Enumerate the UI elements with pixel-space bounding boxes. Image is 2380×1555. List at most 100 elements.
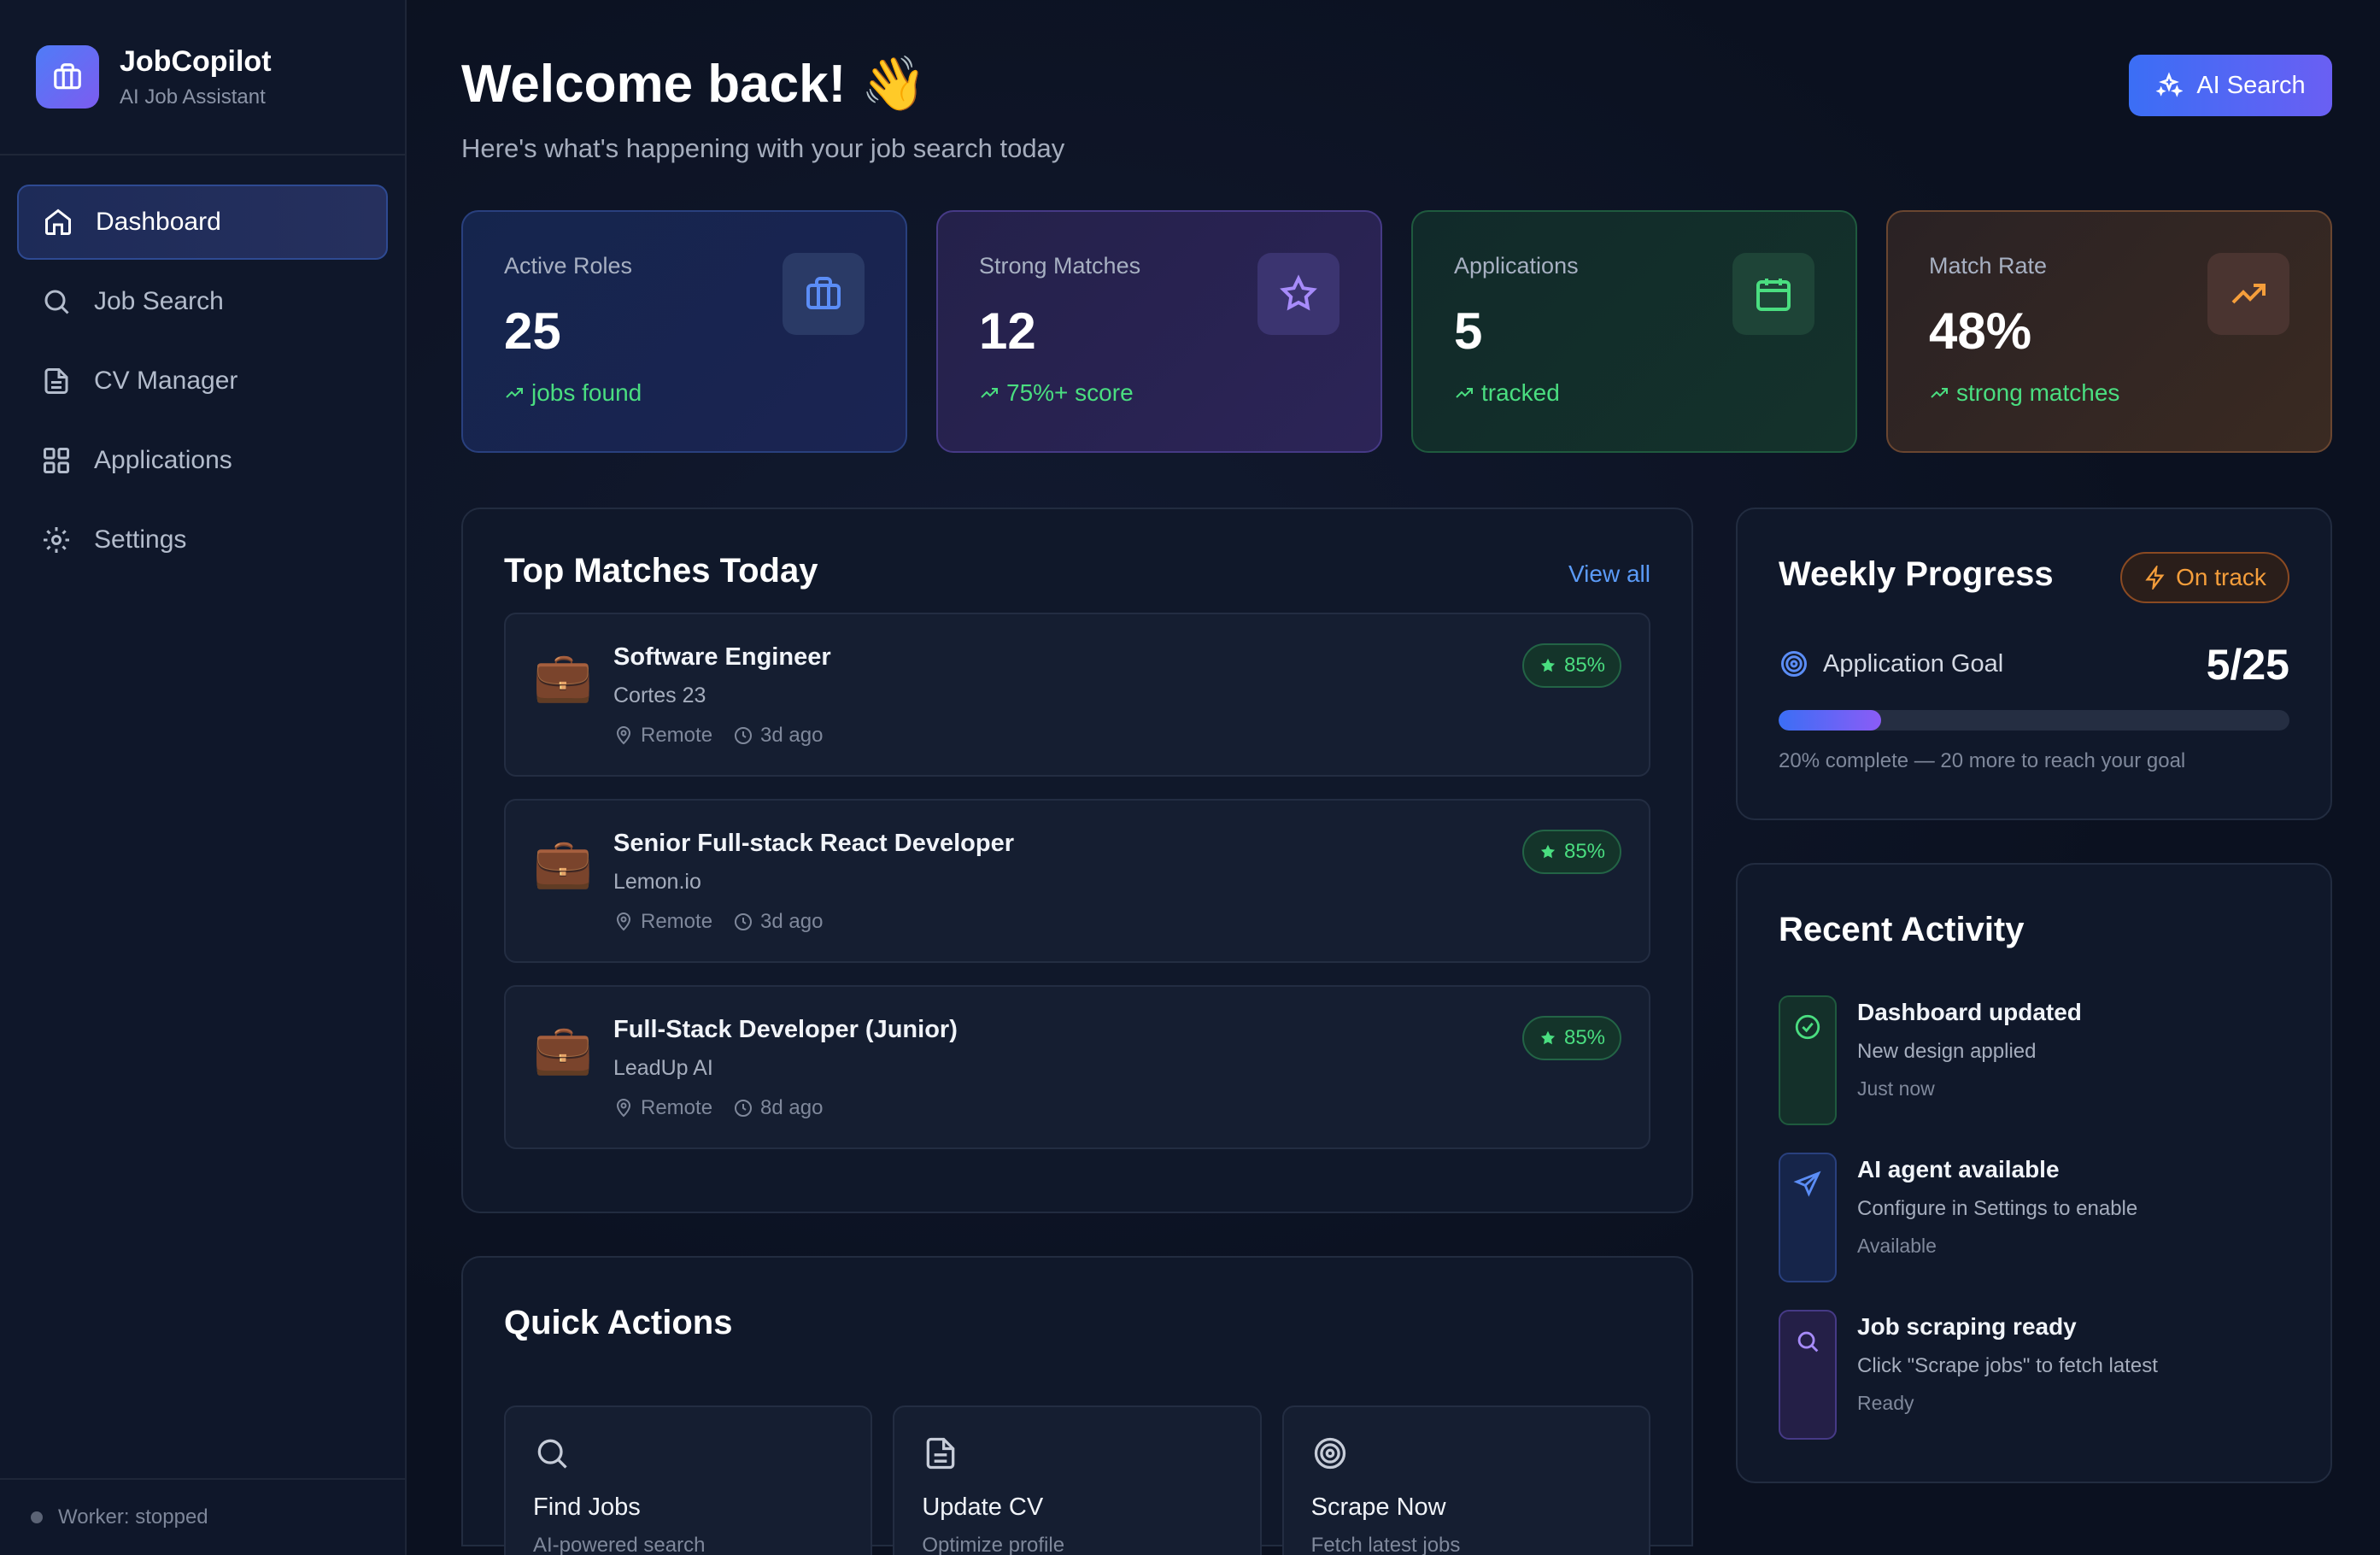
ai-search-button[interactable]: AI Search — [2129, 55, 2332, 116]
match-card[interactable]: 💼 Full-Stack Developer (Junior) LeadUp A… — [504, 985, 1650, 1149]
stat-trend-text: jobs found — [531, 379, 642, 406]
worker-status: Worker: stopped — [0, 1478, 405, 1555]
quick-action-title: Update CV — [922, 1493, 1044, 1521]
match-location: Remote — [641, 724, 713, 747]
star-icon — [1540, 844, 1556, 859]
stat-value: 12 — [979, 302, 1036, 360]
match-title: Senior Full-stack React Developer — [613, 830, 1014, 857]
star-icon — [1540, 1030, 1556, 1045]
stats-row: Active Roles 25 jobs found Strong Matche… — [461, 210, 2332, 453]
sidebar-item-label: Applications — [94, 446, 232, 474]
match-meta: Remote 3d ago — [613, 724, 1649, 748]
right-column: Weekly Progress On track Application Goa… — [1736, 508, 2332, 1546]
page-subtitle: Here's what's happening with your job se… — [461, 133, 1065, 163]
match-card[interactable]: 💼 Senior Full-stack React Developer Lemo… — [504, 799, 1650, 963]
worker-status-text: Worker: stopped — [58, 1505, 208, 1529]
match-location: Remote — [641, 910, 713, 933]
stat-card-active-roles[interactable]: Active Roles 25 jobs found — [461, 210, 907, 453]
stat-trend: 75%+ score — [979, 379, 1339, 407]
view-all-link[interactable]: View all — [1568, 560, 1650, 587]
panel-title: Top Matches Today — [504, 552, 818, 590]
gear-icon — [44, 527, 69, 553]
briefcase-icon: 💼 — [533, 836, 593, 889]
status-badge: On track — [2120, 552, 2289, 603]
trending-up-icon — [506, 388, 523, 398]
quick-action-update-cv[interactable]: Update CV Optimize profile — [893, 1405, 1262, 1555]
search-icon — [537, 1439, 567, 1469]
brand-name: JobCopilot — [120, 44, 272, 78]
progress-note: 20% complete — 20 more to reach your goa… — [1779, 749, 2186, 772]
match-company: LeadUp AI — [613, 1056, 713, 1080]
quick-action-find-jobs[interactable]: Find Jobs AI-powered search — [504, 1405, 873, 1555]
sidebar-item-cv-manager[interactable]: CV Manager — [17, 343, 388, 419]
match-title: Full-Stack Developer (Junior) — [613, 1016, 958, 1043]
stat-trend-text: 75%+ score — [1006, 379, 1134, 406]
quick-action-scrape-now[interactable]: Scrape Now Fetch latest jobs — [1281, 1405, 1650, 1555]
top-matches-panel: Top Matches Today View all 💼 Software En… — [461, 508, 1693, 1213]
status-badge-text: On track — [2176, 564, 2266, 590]
quick-actions-grid: Find Jobs AI-powered search Update CV Op… — [504, 1405, 1650, 1555]
match-posted: 3d ago — [760, 910, 824, 933]
stat-trend: strong matches — [1929, 379, 2289, 407]
sidebar-nav: Dashboard Job Search CV Manager Applicat… — [0, 156, 405, 611]
match-posted: 8d ago — [760, 1096, 824, 1119]
match-score-badge: 85% — [1522, 1016, 1621, 1060]
activity-list: Dashboard updated New design applied Jus… — [1779, 995, 2289, 1467]
activity-item: Job scraping ready Click "Scrape jobs" t… — [1779, 1310, 2289, 1467]
match-score-badge: 85% — [1522, 830, 1621, 874]
quick-actions-panel: Quick Actions Find Jobs AI-powered searc… — [461, 1256, 1693, 1555]
panel-title: Recent Activity — [1779, 911, 2025, 948]
content-grid: Top Matches Today View all 💼 Software En… — [461, 508, 2332, 1555]
search-icon — [44, 290, 69, 314]
briefcase-icon — [783, 253, 865, 335]
stat-label: Match Rate — [1929, 253, 2048, 279]
stat-label: Active Roles — [504, 253, 633, 279]
search-icon — [1779, 1310, 1837, 1440]
activity-item: Dashboard updated New design applied Jus… — [1779, 995, 2289, 1153]
stat-card-match-rate[interactable]: Match Rate 48% strong matches — [1886, 210, 2332, 453]
stat-card-strong-matches[interactable]: Strong Matches 12 75%+ score — [936, 210, 1382, 453]
match-meta: Remote 3d ago — [613, 910, 1649, 934]
lightning-icon — [2145, 566, 2165, 590]
sidebar-item-settings[interactable]: Settings — [17, 502, 388, 578]
status-dot — [31, 1511, 43, 1523]
clock-icon — [735, 727, 753, 744]
trending-up-icon — [2207, 253, 2289, 335]
brand-subtitle: AI Job Assistant — [120, 85, 266, 109]
activity-subtitle: Configure in Settings to enable — [1857, 1197, 2138, 1220]
home-icon — [45, 208, 71, 235]
activity-time: Just now — [1857, 1077, 1935, 1100]
match-company: Cortes 23 — [613, 684, 706, 707]
recent-activity-panel: Recent Activity Dashboard updated New de… — [1736, 863, 2332, 1483]
sidebar-item-job-search[interactable]: Job Search — [17, 264, 388, 339]
activity-subtitle: New design applied — [1857, 1040, 2037, 1063]
stat-card-applications[interactable]: Applications 5 tracked — [1411, 210, 1857, 453]
match-score-badge: 85% — [1522, 643, 1621, 688]
sidebar-item-dashboard[interactable]: Dashboard — [17, 185, 388, 260]
match-score: 85% — [1563, 840, 1606, 863]
progress-fill — [1779, 710, 1881, 731]
activity-title: AI agent available — [1857, 1156, 2060, 1182]
match-card[interactable]: 💼 Software Engineer Cortes 23 Remote 3d … — [504, 613, 1650, 777]
stat-value: 5 — [1454, 302, 1483, 360]
activity-item: AI agent available Configure in Settings… — [1779, 1153, 2289, 1310]
match-title: Software Engineer — [613, 643, 831, 671]
left-column: Top Matches Today View all 💼 Software En… — [461, 508, 1693, 1555]
activity-title: Dashboard updated — [1857, 999, 2082, 1025]
trending-up-icon — [1931, 388, 1948, 398]
activity-time: Available — [1857, 1235, 1937, 1257]
match-score: 85% — [1563, 654, 1606, 677]
panel-title: Weekly Progress — [1779, 555, 2054, 593]
map-pin-icon — [616, 1099, 631, 1118]
briefcase-icon: 💼 — [533, 649, 593, 703]
ai-search-label: AI Search — [2196, 71, 2306, 99]
sidebar-item-applications[interactable]: Applications — [17, 423, 388, 498]
target-icon — [1781, 651, 1807, 677]
document-icon — [927, 1437, 955, 1470]
activity-title: Job scraping ready — [1857, 1313, 2077, 1340]
document-icon — [44, 368, 68, 394]
progress-bar — [1779, 710, 2289, 731]
trending-up-icon — [981, 388, 998, 398]
briefcase-icon: 💼 — [533, 1022, 593, 1076]
match-score: 85% — [1563, 1026, 1606, 1049]
